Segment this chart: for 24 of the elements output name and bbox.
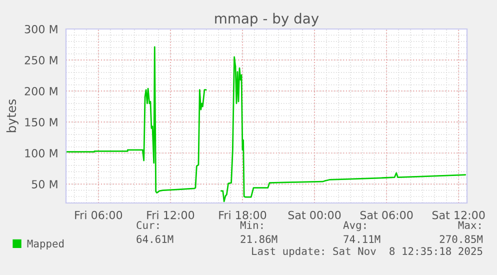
y-tick-label: 150 M [25,118,58,126]
text: Last update: Sat Nov 8 12:35:18 2025 [252,246,482,258]
y-tick-label: 250 M [24,56,58,64]
y-tick-label: 100 M [25,149,58,158]
x-tick-label: Sat 12:00 [432,210,485,220]
x-tick-label: Fri 18:00 [219,210,266,220]
text: Max: [458,221,480,230]
text: Avg: [343,221,366,232]
y-tick-label: 300 M [24,24,58,34]
text: 64.61M [136,235,174,244]
text: 74.11M [344,235,380,243]
text: Min: [240,220,263,229]
x-tick-label: Sat 00:00 [288,210,341,220]
y-tick-label: 50 M [32,180,58,188]
y-axis-title: bytes [6,99,18,132]
text: 21.86M [240,235,278,244]
x-tick-label: Fri 12:00 [147,210,194,220]
text: 270.85M [440,235,483,244]
text: Cur: [136,221,159,230]
y-tick-label: 200 M [24,87,58,96]
x-tick-label: Fri 06:00 [75,210,122,220]
chart-title: mmap - by day [215,12,319,26]
legend-label: Mapped [27,239,64,250]
x-tick-label: Sat 06:00 [360,210,413,220]
